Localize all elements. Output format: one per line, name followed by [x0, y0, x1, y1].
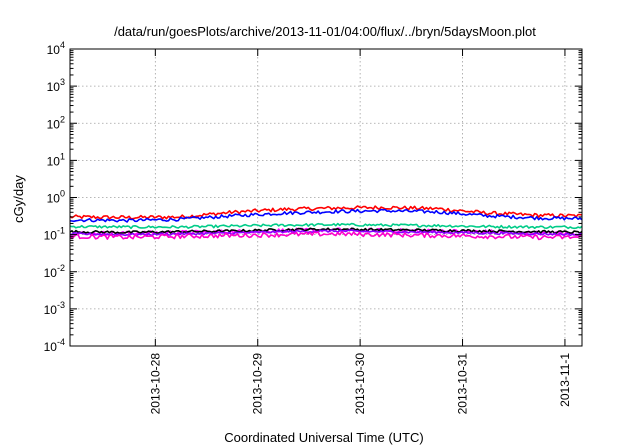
y-tick-exponent: 2	[60, 114, 65, 124]
x-tick-label: 2013-10-30	[353, 353, 367, 415]
series-line-0	[69, 205, 583, 220]
y-tick-exponent: -1	[57, 226, 65, 236]
y-tick-label: 10-2	[44, 263, 65, 280]
y-tick-exponent: -4	[57, 337, 65, 347]
y-tick-label: 10-1	[44, 226, 65, 243]
y-tick-exponent: 3	[60, 77, 65, 87]
y-tick-label: 10-3	[44, 300, 65, 317]
grid	[70, 49, 582, 346]
series-line-5	[69, 229, 583, 237]
y-tick-label: 10-4	[44, 337, 65, 354]
series-line-1	[69, 208, 583, 223]
y-tick-exponent: 1	[60, 151, 65, 161]
x-axis: 2013-10-28 2013-10-29 2013-10-30 2013-10-31…	[148, 49, 572, 414]
y-axis-label: cGy/day	[11, 175, 26, 223]
x-tick-label: 2013-10-31	[456, 353, 470, 415]
y-tick-exponent: -3	[57, 300, 65, 310]
series-line-2	[69, 222, 583, 230]
x-tick-label: 2013-10-29	[251, 353, 265, 415]
y-tick-exponent: 4	[60, 40, 65, 50]
y-tick-label: 103	[47, 77, 65, 94]
x-axis-label: Coordinated Universal Time (UTC)	[224, 430, 423, 445]
y-tick-exponent: 0	[60, 189, 65, 199]
y-tick-label: 104	[47, 40, 65, 57]
y-tick-label: 102	[47, 114, 65, 131]
x-tick-label: 2013-10-28	[148, 353, 162, 415]
series-group	[69, 205, 583, 241]
y-tick-exponent: -2	[57, 263, 65, 273]
series-line-6	[69, 231, 583, 241]
y-tick-label: 100	[47, 189, 65, 206]
chart-title: /data/run/goesPlots/archive/2013-11-01/0…	[114, 24, 536, 39]
y-tick-label: 101	[47, 151, 65, 168]
x-tick-label: 2013-11-1	[558, 353, 572, 407]
